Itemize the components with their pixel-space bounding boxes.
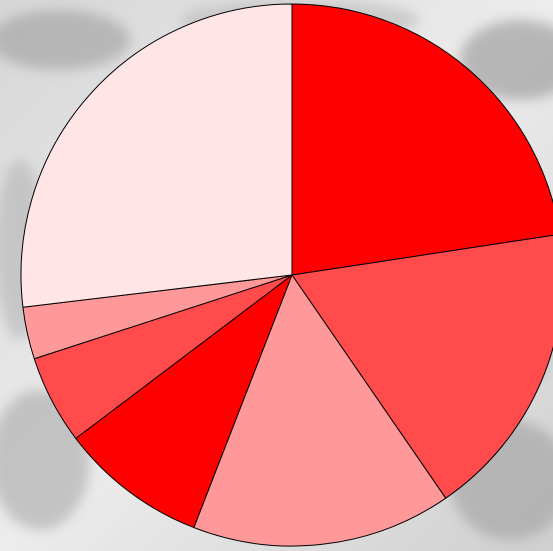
pie-slice-3 bbox=[193, 274, 447, 547]
pie-slice-2 bbox=[291, 234, 553, 499]
pie-slice-7 bbox=[20, 3, 293, 308]
pie-slice-4 bbox=[75, 274, 293, 529]
pie-slice-1 bbox=[291, 3, 553, 276]
